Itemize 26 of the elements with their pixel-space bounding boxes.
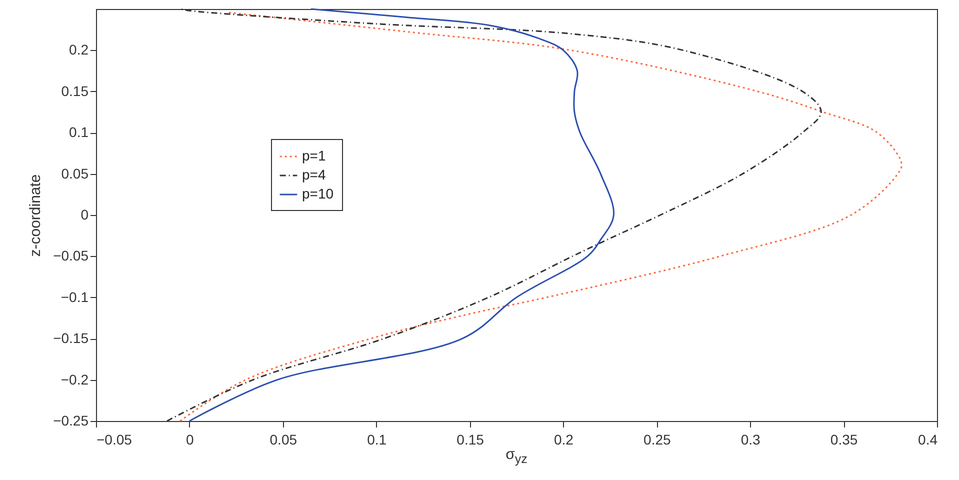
x-tick-label: 0.25 — [644, 432, 672, 448]
x-tick-label: 0.2 — [554, 432, 574, 448]
y-tick-label: −0.25 — [53, 412, 89, 428]
legend-label: p=1 — [302, 148, 326, 164]
x-tick-label: 0.05 — [270, 432, 298, 448]
y-tick-label: −0.05 — [53, 248, 89, 264]
x-tick-label: 0.4 — [918, 432, 938, 448]
x-tick-label: 0 — [186, 432, 194, 448]
y-tick-label: 0.2 — [69, 42, 89, 58]
x-tick-label: −0.05 — [96, 432, 132, 448]
x-axis-title: σ$_{yz}$ — [504, 446, 528, 466]
legend-label: p=10 — [302, 186, 334, 202]
legend-label: p=4 — [302, 166, 326, 182]
x-tick-label: 0.15 — [456, 432, 484, 448]
y-axis-title: z-coordinate — [27, 174, 44, 257]
y-tick-label: 0.15 — [61, 82, 89, 99]
x-tick-label: 0.3 — [740, 432, 761, 448]
x-tick-label: 0.35 — [830, 432, 858, 448]
y-tick-label: 0.1 — [69, 124, 89, 140]
y-tick-label: 0.05 — [61, 165, 89, 182]
x-tick-label: 0.1 — [367, 432, 387, 448]
y-tick-label: 0 — [80, 206, 89, 222]
y-tick-label: −0.15 — [53, 330, 89, 346]
line-series — [188, 8, 614, 422]
y-tick-label: −0.2 — [60, 371, 89, 388]
y-tick-label: −0.1 — [60, 288, 89, 305]
